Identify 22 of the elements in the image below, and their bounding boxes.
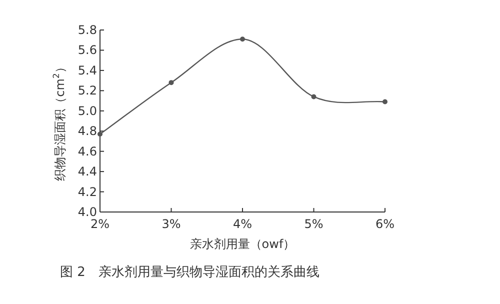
x-tick-label: 5%	[304, 217, 324, 231]
y-tick-label: 4.2	[78, 184, 97, 199]
x-tick-label: 2%	[90, 217, 110, 231]
x-tick-label: 3%	[162, 217, 181, 231]
y-tick-label: 5.0	[78, 104, 97, 118]
x-tick-label: 6%	[375, 217, 395, 231]
y-tick-label: 4.4	[78, 164, 97, 179]
y-tick-label: 4.6	[78, 144, 97, 158]
point	[168, 80, 174, 86]
point	[98, 132, 102, 137]
y-tick-label: 5.2	[78, 84, 97, 98]
point	[382, 99, 388, 104]
y-tick-label: 5.6	[78, 43, 97, 58]
point	[240, 36, 245, 42]
point	[311, 94, 316, 100]
x-axis-title: 亲水剂用量（owf）	[190, 237, 296, 251]
y-tick-label: 5.4	[78, 63, 97, 78]
y-tick-label: 4.8	[78, 124, 97, 138]
y-tick-label: 5.8	[78, 23, 97, 37]
caption: 图 2 亲水剂用量与织物导湿面积的关系曲线	[60, 264, 320, 280]
x-tick-label: 4%	[232, 217, 252, 231]
y-tick-label: 4.0	[78, 205, 97, 219]
